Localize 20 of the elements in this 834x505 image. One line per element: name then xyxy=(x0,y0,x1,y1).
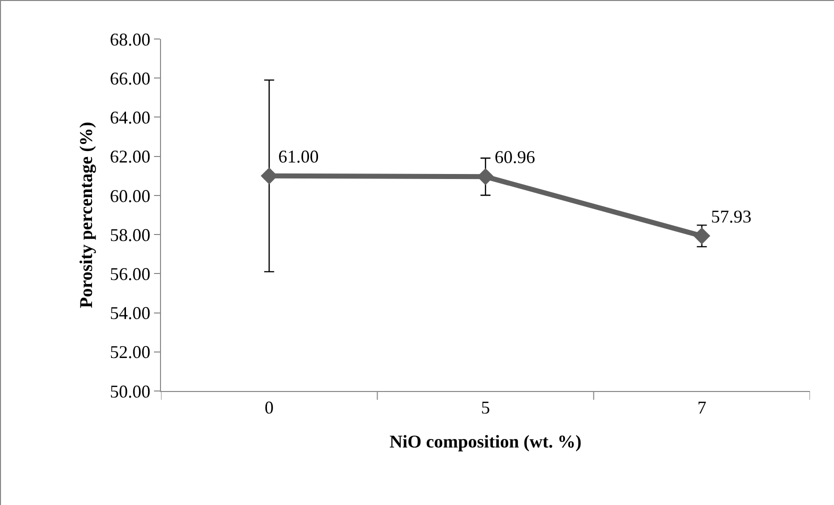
data-label: 57.93 xyxy=(710,206,752,226)
y-tick-label: 58.00 xyxy=(110,224,150,245)
x-tick-label: 7 xyxy=(697,398,706,418)
data-label: 61.00 xyxy=(278,146,319,166)
data-label: 60.96 xyxy=(494,147,536,168)
y-tick-label: 60.00 xyxy=(110,186,150,206)
y-tick-label: 64.00 xyxy=(110,108,150,128)
y-axis-title: Porosity percentage (%) xyxy=(76,122,96,308)
y-tick-label: 56.00 xyxy=(110,264,150,284)
x-tick-label: 5 xyxy=(481,398,490,418)
point xyxy=(693,227,710,244)
y-tick-label: 66.00 xyxy=(110,68,150,88)
y-tick-label: 54.00 xyxy=(110,303,150,324)
x-axis-title: NiO composition (wt. %) xyxy=(390,432,582,452)
y-tick-label: 68.00 xyxy=(110,29,150,50)
y-tick-label: 62.00 xyxy=(110,146,150,167)
y-tick-label: 50.00 xyxy=(110,381,150,402)
x-tick-label: 0 xyxy=(264,398,274,418)
y-tick-label: 52.00 xyxy=(110,342,150,362)
point xyxy=(477,168,494,186)
